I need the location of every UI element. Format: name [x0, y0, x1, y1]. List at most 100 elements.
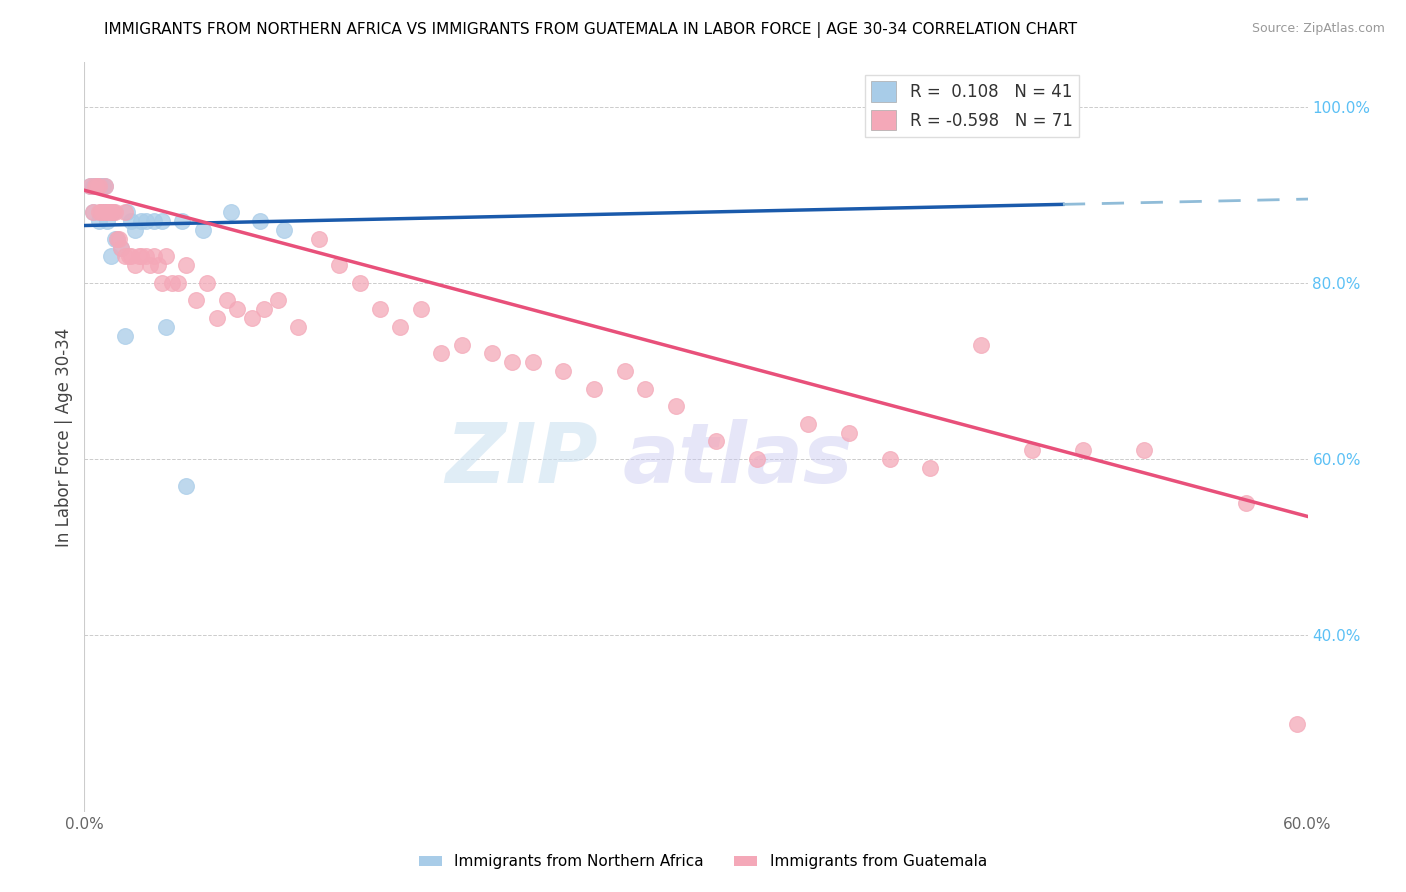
Point: [82, 178, 104, 193]
Point: [131, 249, 153, 263]
Text: IMMIGRANTS FROM NORTHERN AFRICA VS IMMIGRANTS FROM GUATEMALA IN LABOR FORCE | AG: IMMIGRANTS FROM NORTHERN AFRICA VS IMMIG…: [104, 22, 1077, 38]
Point: [138, 258, 160, 272]
Point: [87, 205, 110, 219]
Point: [1021, 443, 1043, 458]
Point: [879, 452, 901, 467]
Point: [131, 214, 153, 228]
Point: [920, 461, 942, 475]
Point: [665, 399, 688, 413]
Point: [389, 319, 412, 334]
Point: [124, 223, 146, 237]
Point: [167, 276, 190, 290]
Point: [87, 178, 110, 193]
Point: [79, 178, 101, 193]
Point: [328, 258, 350, 272]
Point: [105, 232, 128, 246]
Point: [82, 205, 104, 219]
Point: [108, 232, 131, 246]
Point: [97, 205, 120, 219]
Point: [118, 249, 141, 263]
Point: [172, 214, 194, 228]
Point: [522, 355, 544, 369]
Legend: R =  0.108   N = 41, R = -0.598   N = 71: R = 0.108 N = 41, R = -0.598 N = 71: [865, 75, 1078, 136]
Point: [142, 249, 165, 263]
Point: [96, 205, 118, 219]
Point: [93, 178, 115, 193]
Point: [142, 214, 165, 228]
Point: [150, 276, 173, 290]
Point: [1286, 716, 1309, 731]
Point: [79, 178, 101, 193]
Point: [104, 232, 127, 246]
Point: [135, 214, 157, 228]
Point: [124, 258, 146, 272]
Point: [747, 452, 769, 467]
Point: [583, 382, 606, 396]
Point: [100, 205, 122, 219]
Point: [120, 214, 142, 228]
Point: [115, 205, 138, 219]
Point: [86, 178, 108, 193]
Point: [100, 249, 122, 263]
Point: [1133, 443, 1156, 458]
Point: [634, 382, 657, 396]
Point: [83, 178, 105, 193]
Point: [267, 293, 290, 308]
Point: [174, 258, 197, 272]
Point: [91, 178, 114, 193]
Point: [86, 178, 108, 193]
Point: [797, 417, 820, 431]
Point: [195, 276, 218, 290]
Point: [96, 214, 118, 228]
Point: [155, 319, 177, 334]
Point: [104, 205, 127, 219]
Point: [1073, 443, 1095, 458]
Point: [83, 178, 105, 193]
Point: [114, 205, 136, 219]
Point: [87, 178, 110, 193]
Point: [87, 178, 110, 193]
Point: [135, 249, 157, 263]
Point: [481, 346, 503, 360]
Text: ZIP: ZIP: [446, 419, 598, 500]
Point: [82, 205, 104, 219]
Point: [90, 205, 112, 219]
Point: [146, 258, 169, 272]
Point: [368, 302, 391, 317]
Point: [706, 434, 728, 449]
Point: [226, 302, 249, 317]
Point: [450, 337, 472, 351]
Point: [114, 249, 136, 263]
Point: [114, 328, 136, 343]
Point: [83, 178, 105, 193]
Point: [93, 205, 115, 219]
Point: [87, 214, 110, 228]
Point: [96, 205, 118, 219]
Point: [838, 425, 860, 440]
Point: [101, 205, 124, 219]
Point: [90, 205, 112, 219]
Point: [219, 205, 242, 219]
Y-axis label: In Labor Force | Age 30-34: In Labor Force | Age 30-34: [55, 327, 73, 547]
Point: [91, 205, 114, 219]
Point: [110, 241, 132, 255]
Point: [160, 276, 183, 290]
Point: [287, 319, 309, 334]
Text: Source: ZipAtlas.com: Source: ZipAtlas.com: [1251, 22, 1385, 36]
Point: [105, 232, 128, 246]
Point: [502, 355, 524, 369]
Point: [91, 205, 114, 219]
Point: [253, 302, 276, 317]
Point: [191, 223, 214, 237]
Point: [101, 205, 124, 219]
Point: [186, 293, 208, 308]
Point: [174, 478, 197, 492]
Point: [349, 276, 371, 290]
Point: [409, 302, 432, 317]
Point: [430, 346, 453, 360]
Point: [128, 249, 150, 263]
Point: [970, 337, 993, 351]
Point: [97, 205, 120, 219]
Point: [97, 205, 120, 219]
Point: [553, 364, 575, 378]
